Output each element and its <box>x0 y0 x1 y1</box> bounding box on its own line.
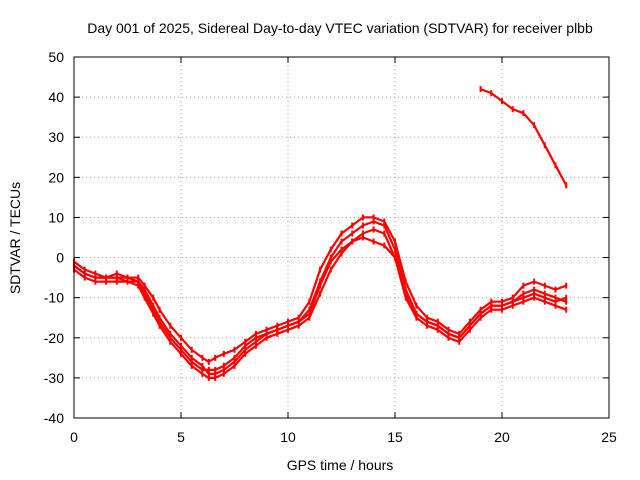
x-tick-label: 15 <box>387 429 403 445</box>
y-tick-label: 10 <box>48 209 64 225</box>
y-tick-label: 50 <box>48 49 64 65</box>
y-tick-label: 0 <box>56 250 64 266</box>
y-tick-label: -30 <box>44 370 64 386</box>
y-tick-label: -40 <box>44 410 64 426</box>
x-tick-label: 25 <box>601 429 617 445</box>
chart-title: Day 001 of 2025, Sidereal Day-to-day VTE… <box>87 20 593 36</box>
x-tick-label: 0 <box>70 429 78 445</box>
y-tick-label: -20 <box>44 330 64 346</box>
x-tick-label: 20 <box>494 429 510 445</box>
x-tick-label: 5 <box>177 429 185 445</box>
x-tick-labels: 0 5 10 15 20 25 <box>70 429 617 445</box>
y-tick-label: 20 <box>48 169 64 185</box>
grid-lines <box>74 57 609 418</box>
y-tick-label: 40 <box>48 89 64 105</box>
x-axis-label: GPS time / hours <box>287 457 394 473</box>
y-axis-label: SDTVAR / TECUs <box>7 182 23 294</box>
x-tick-label: 10 <box>280 429 296 445</box>
y-tick-label: -10 <box>44 290 64 306</box>
data-series <box>72 86 568 381</box>
plot-frame <box>73 56 610 419</box>
y-tick-label: 30 <box>48 129 64 145</box>
axis-ticks <box>73 56 610 419</box>
y-tick-labels: 50 40 30 20 10 0 -10 -20 -30 -40 <box>44 49 64 426</box>
